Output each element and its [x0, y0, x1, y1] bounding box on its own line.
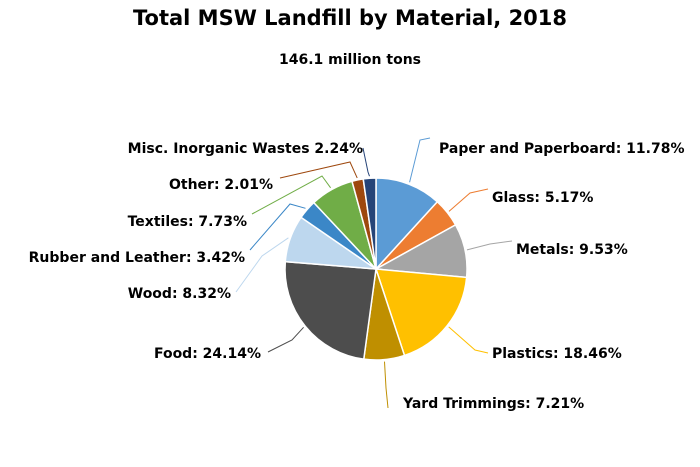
leader-line-paper-and-paperboard — [409, 137, 431, 183]
chart-title: Total MSW Landfill by Material, 2018 — [132, 6, 568, 30]
data-label-plastics: Plastics: 18.46% — [492, 346, 622, 362]
leader-line-glass — [448, 188, 489, 212]
leader-line-plastics — [448, 326, 489, 354]
data-label-metals: Metals: 9.53% — [516, 242, 628, 258]
leader-line-other — [279, 161, 358, 179]
leader-line-misc-inorganic-wastes — [362, 147, 370, 177]
chart-subtitle: 146.1 million tons — [278, 52, 421, 68]
data-label-textiles: Textiles: 7.73% — [128, 214, 247, 230]
pie-slice-plastics — [374, 268, 468, 357]
data-label-misc-inorganic-wastes: Misc. Inorganic Wastes 2.24% — [128, 141, 363, 157]
leader-line-yard-trimmings — [384, 361, 389, 409]
leader-line-metals — [466, 240, 513, 251]
data-label-wood: Wood: 8.32% — [128, 286, 231, 302]
pie-slice-paper-and-paperboard — [375, 177, 439, 271]
data-label-other: Other: 2.01% — [169, 177, 273, 193]
leader-line-wood — [235, 237, 289, 293]
leader-line-rubber-and-leather — [249, 203, 306, 251]
data-label-food: Food: 24.14% — [154, 346, 261, 362]
data-label-paper-and-paperboard: Paper and Paperboard: 11.78% — [439, 141, 685, 157]
leader-line-food — [267, 326, 304, 353]
data-label-glass: Glass: 5.17% — [492, 190, 593, 206]
pie-slice-misc-inorganic-wastes — [362, 177, 377, 270]
data-label-yard-trimmings: Yard Trimmings: 7.21% — [402, 396, 584, 412]
data-label-rubber-and-leather: Rubber and Leather: 3.42% — [29, 250, 245, 266]
pie-slice-food — [284, 260, 377, 361]
leader-line-textiles — [251, 175, 332, 215]
